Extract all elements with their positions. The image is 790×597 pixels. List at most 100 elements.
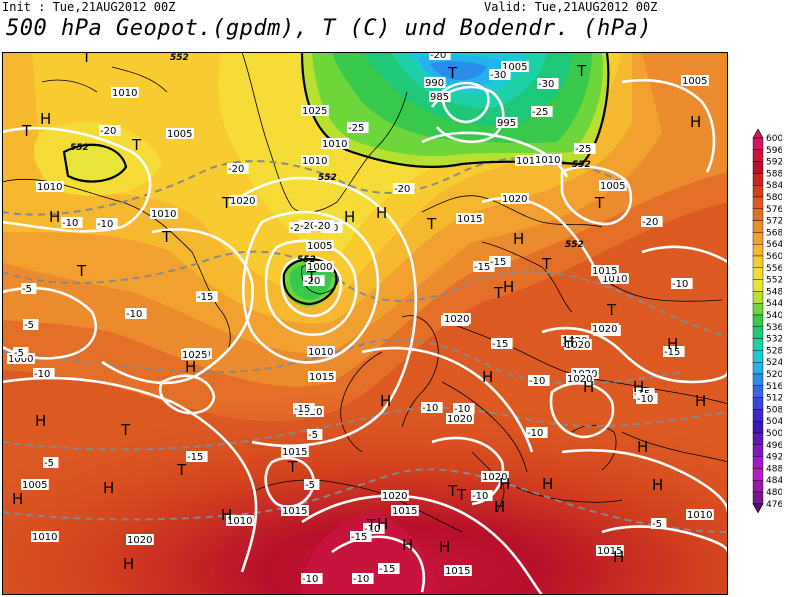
- pressure-label-bg: [281, 446, 309, 457]
- temperature-label-bg: [473, 261, 495, 272]
- color-scale-swatch: [752, 232, 764, 245]
- temperature-label: -5: [652, 519, 662, 530]
- geopotential-label: 552: [70, 143, 89, 153]
- temperature-label-bg: [13, 347, 29, 358]
- temperature-label: -10: [302, 574, 318, 585]
- color-scale-label: 520: [766, 370, 782, 380]
- temperature-label-bg: [186, 451, 208, 462]
- temperature-label-bg: [304, 479, 320, 490]
- temperature-label: -25: [532, 107, 548, 118]
- temperature-label-bg: [227, 163, 249, 174]
- low-pressure-label: T: [426, 215, 437, 233]
- temperature-label-bg: [528, 375, 550, 386]
- temperature-label: -20: [228, 164, 244, 175]
- low-pressure-label: T: [366, 516, 377, 534]
- low-pressure-label: T: [221, 194, 232, 212]
- high-pressure-label: H: [494, 498, 505, 516]
- pressure-label: 1020: [230, 196, 255, 207]
- pressure-label-bg: [391, 505, 419, 516]
- temperature-label: -20: [642, 217, 658, 228]
- color-scale-label: 556: [766, 264, 782, 274]
- low-pressure-label: T: [493, 284, 504, 302]
- color-scale-label: 532: [766, 335, 782, 345]
- temperature-label-bg: [33, 368, 55, 379]
- pressure-label-bg: [21, 479, 49, 490]
- color-scale: 6005965925885845805765725685645605565525…: [752, 128, 782, 514]
- temperature-label: -20: [430, 52, 446, 61]
- temperature-label-bg: [641, 216, 663, 227]
- temperature-label: -10: [364, 524, 380, 535]
- pressure-label-bg: [429, 91, 451, 102]
- pressure-label-bg: [424, 77, 446, 88]
- temperature-label: -10: [97, 219, 113, 230]
- temperature-label-bg: [301, 573, 323, 584]
- high-pressure-label: H: [637, 438, 648, 456]
- pressure-label: 990: [425, 78, 444, 89]
- temperature-label: -5: [22, 284, 32, 295]
- temperature-label: -5: [24, 320, 34, 331]
- temperature-label: -15: [379, 564, 395, 575]
- temperature-label: -25: [575, 144, 591, 155]
- color-scale-label: 572: [766, 217, 782, 227]
- pressure-label: 1010: [687, 510, 712, 521]
- geopotential-label: 552: [318, 173, 337, 183]
- temperature-label-bg: [363, 523, 385, 534]
- temperature-label: -10: [637, 394, 653, 405]
- pressure-label: 1005: [682, 76, 707, 87]
- temperature-label-bg: [537, 78, 559, 89]
- temperature-label-bg: [99, 125, 121, 136]
- pressure-label-bg: [596, 545, 624, 556]
- color-scale-swatch: [752, 173, 764, 186]
- temperature-label-bg: [421, 402, 443, 413]
- pressure-label-bg: [443, 313, 471, 324]
- color-scale-label: 508: [766, 405, 782, 415]
- pressure-label: 1010: [302, 156, 327, 167]
- color-scale-label: 528: [766, 346, 782, 356]
- pressure-label-bg: [501, 193, 529, 204]
- high-pressure-label: H: [652, 476, 663, 494]
- high-pressure-label: H: [40, 110, 51, 128]
- pressure-label: 1015: [282, 506, 307, 517]
- color-scale-swatch: [752, 291, 764, 304]
- isobars: [2, 78, 728, 595]
- high-pressure-label: H: [542, 475, 553, 493]
- temperature-label: -5: [308, 430, 318, 441]
- high-pressure-label: H: [583, 378, 594, 396]
- temperature-label-bg: [531, 106, 553, 117]
- pressure-label: 1020: [482, 472, 507, 483]
- high-pressure-label: H: [380, 392, 391, 410]
- pressure-label: 1020: [444, 314, 469, 325]
- color-scale-label: 552: [766, 276, 782, 286]
- temperature-label: -5: [14, 348, 24, 359]
- pressure-label: 1020: [567, 374, 592, 385]
- pressure-label-bg: [601, 273, 629, 284]
- pressure-label: 1020: [127, 535, 152, 546]
- pressure-label-bg: [321, 138, 349, 149]
- color-scale-swatch: [752, 149, 764, 162]
- color-scale-label: 476: [766, 500, 782, 510]
- pressure-label-bg: [126, 534, 154, 545]
- high-pressure-label: H: [439, 538, 450, 556]
- color-scale-swatch: [752, 196, 764, 210]
- pressure-label-bg: [111, 87, 139, 98]
- temperature-label-bg: [651, 518, 667, 529]
- color-scale-swatch: [752, 243, 764, 257]
- color-scale-label: 592: [766, 158, 782, 168]
- pressure-label-bg: [446, 413, 474, 424]
- pressure-label-bg: [681, 75, 709, 86]
- temperature-label: -20: [314, 221, 330, 232]
- temperature-label: -20: [100, 126, 116, 137]
- color-scale-swatch: [752, 208, 764, 221]
- color-scale-swatch: [752, 326, 764, 339]
- geopotential-contour-552: [62, 52, 610, 306]
- temperature-label-bg: [196, 291, 218, 302]
- temperature-label: -15: [197, 292, 213, 303]
- pressure-label: 1010: [151, 209, 176, 220]
- color-scale-label: 588: [766, 169, 782, 179]
- valid-time-label: Valid: Tue,21AUG2012 00Z: [484, 0, 658, 14]
- temperature-label-bg: [61, 217, 83, 228]
- color-scale-swatch: [752, 468, 764, 481]
- temperature-label-bg: [429, 52, 451, 60]
- pressure-label: 1000: [8, 354, 33, 365]
- geopotential-label: 552: [565, 240, 584, 250]
